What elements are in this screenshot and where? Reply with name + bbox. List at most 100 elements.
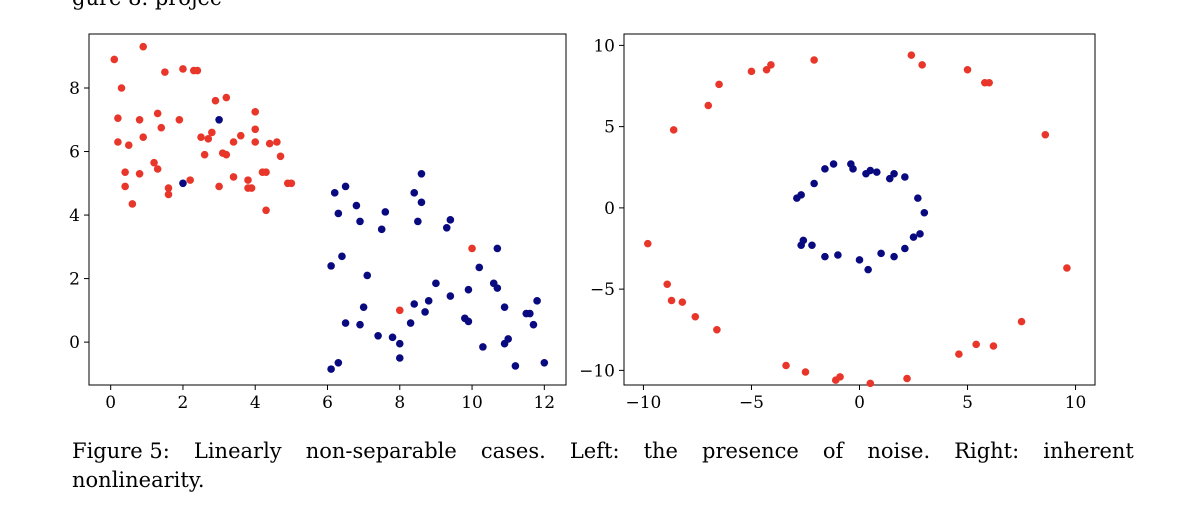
data-point bbox=[442, 223, 451, 232]
data-point bbox=[330, 189, 339, 197]
data-point bbox=[522, 309, 531, 318]
data-point bbox=[1063, 264, 1071, 272]
data-point bbox=[334, 358, 343, 367]
caption-word: presence bbox=[702, 439, 799, 463]
data-point bbox=[153, 109, 162, 118]
data-point bbox=[446, 292, 455, 300]
data-point bbox=[901, 244, 909, 253]
caption-word: noise. bbox=[867, 439, 931, 463]
caption-line-1: Figure 5: Linearly non-separable cases. Left… bbox=[72, 437, 1134, 466]
data-point bbox=[262, 206, 270, 215]
y-tick-label: 4 bbox=[69, 206, 80, 226]
header-text-fragment: gure 8. projec bbox=[72, 0, 222, 10]
y-tick-label: 0 bbox=[604, 199, 615, 219]
data-point bbox=[468, 244, 476, 253]
data-point bbox=[179, 179, 187, 188]
data-point bbox=[186, 176, 194, 184]
data-point bbox=[128, 200, 137, 208]
data-point bbox=[356, 217, 364, 226]
data-point bbox=[972, 340, 980, 349]
data-point bbox=[691, 312, 700, 321]
data-point bbox=[244, 176, 252, 184]
data-point bbox=[395, 306, 404, 315]
y-tick-label: 2 bbox=[69, 270, 80, 290]
data-point bbox=[251, 125, 260, 134]
data-point bbox=[352, 201, 361, 210]
data-point bbox=[533, 297, 541, 305]
data-point bbox=[110, 55, 119, 64]
data-point bbox=[327, 262, 335, 270]
data-point bbox=[1017, 317, 1026, 326]
axes-frame bbox=[623, 33, 1096, 386]
right-scatter-plot: −10 −5 0 5 10 −10 −5 0 5 10 bbox=[579, 33, 1096, 413]
data-point bbox=[117, 84, 126, 92]
data-point bbox=[793, 194, 801, 202]
data-point bbox=[222, 93, 231, 102]
data-point bbox=[864, 265, 872, 274]
data-point bbox=[903, 374, 911, 383]
data-point bbox=[801, 368, 810, 376]
data-point bbox=[446, 216, 455, 224]
data-point bbox=[747, 67, 756, 76]
x-tick-label: 0 bbox=[105, 393, 116, 413]
data-point bbox=[377, 225, 386, 234]
data-point bbox=[901, 173, 909, 181]
data-point bbox=[215, 182, 223, 191]
data-point bbox=[121, 182, 129, 191]
data-point bbox=[669, 126, 678, 134]
caption-word: of bbox=[822, 439, 844, 463]
data-point bbox=[855, 256, 864, 264]
x-tick-label: 2 bbox=[178, 393, 189, 413]
data-point bbox=[273, 138, 281, 146]
data-point bbox=[417, 198, 426, 207]
data-point bbox=[464, 285, 473, 294]
caption-word: the bbox=[643, 439, 678, 463]
data-point bbox=[251, 108, 260, 116]
data-point bbox=[862, 169, 870, 178]
data-point bbox=[135, 169, 144, 178]
data-point bbox=[464, 317, 473, 326]
data-point bbox=[179, 65, 187, 73]
data-point bbox=[663, 280, 672, 289]
data-point bbox=[643, 239, 652, 248]
data-point bbox=[222, 150, 231, 159]
data-point bbox=[236, 131, 245, 140]
data-point bbox=[529, 320, 538, 329]
data-point bbox=[175, 115, 184, 124]
data-point bbox=[114, 138, 122, 146]
data-point bbox=[164, 190, 173, 199]
x-tick-label: 0 bbox=[854, 393, 865, 413]
x-tick-label: 8 bbox=[394, 393, 405, 413]
data-point bbox=[424, 297, 433, 305]
data-point bbox=[417, 169, 426, 178]
data-point bbox=[363, 271, 372, 280]
data-point bbox=[914, 194, 922, 202]
data-point bbox=[414, 217, 422, 226]
data-point bbox=[359, 303, 368, 311]
axes-frame bbox=[88, 33, 567, 386]
data-point bbox=[208, 128, 216, 137]
data-point bbox=[885, 174, 894, 183]
caption-word: Left: bbox=[569, 439, 620, 463]
data-point bbox=[909, 233, 918, 241]
data-point bbox=[265, 139, 274, 148]
x-tick-label: 6 bbox=[322, 393, 333, 413]
data-point bbox=[341, 182, 350, 191]
data-point bbox=[713, 325, 721, 334]
data-point bbox=[704, 101, 713, 110]
data-point bbox=[381, 208, 390, 216]
data-point bbox=[395, 339, 404, 348]
y-tick-label: 5 bbox=[604, 118, 615, 138]
data-point bbox=[200, 150, 209, 159]
data-point bbox=[215, 115, 223, 124]
data-point bbox=[410, 300, 419, 308]
data-point bbox=[810, 179, 818, 188]
data-point bbox=[540, 358, 549, 367]
data-point bbox=[782, 361, 790, 370]
data-point bbox=[511, 362, 520, 370]
data-point bbox=[374, 331, 382, 340]
data-point bbox=[334, 209, 343, 218]
data-point bbox=[831, 376, 840, 384]
data-point bbox=[150, 158, 158, 167]
caption-word: Linearly bbox=[193, 439, 282, 463]
